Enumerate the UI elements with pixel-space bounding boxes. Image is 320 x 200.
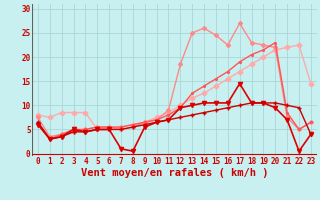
X-axis label: Vent moyen/en rafales ( km/h ): Vent moyen/en rafales ( km/h ) <box>81 168 268 178</box>
